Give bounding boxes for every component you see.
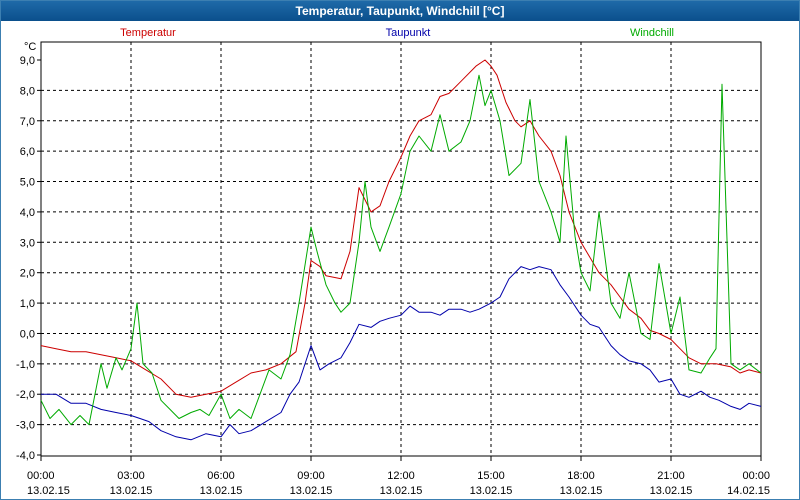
x-tick-time: 15:00 (477, 470, 505, 482)
y-tick-label: 7,0 (20, 116, 35, 128)
series-line-windchill (40, 74, 762, 426)
x-tick-date: 13.02.15 (470, 485, 513, 497)
x-tick-date: 13.02.15 (200, 485, 243, 497)
x-tick-date: 13.02.15 (650, 485, 693, 497)
y-tick-label: 9,0 (20, 55, 35, 67)
x-tick-time: 12:00 (387, 470, 415, 482)
x-tick-time: 00:00 (27, 470, 55, 482)
y-tick-label: 5,0 (20, 177, 35, 189)
x-axis-ticks: 00:00 13.02.15 03:00 13.02.15 06:00 13.02.15 0… (27, 456, 770, 497)
x-tick-date: 14.02.15 (727, 485, 770, 497)
y-tick-label: -2,0 (16, 389, 35, 401)
x-tick-date: 13.02.15 (560, 485, 603, 497)
x-tick-time: 03:00 (117, 470, 145, 482)
legend-windchill: Windchill (630, 27, 674, 39)
x-tick-time: 00:00 (742, 470, 770, 482)
x-tick-time: 06:00 (207, 470, 235, 482)
y-tick-label: 8,0 (20, 85, 35, 97)
x-tick-date: 13.02.15 (380, 485, 423, 497)
y-axis-ticks: 9,0 8,0 7,0 6,0 5,0 4,0 3,0 2,0 1,0 0,0 -1,0 -2,0 -3… (16, 55, 41, 462)
y-tick-label: 3,0 (20, 237, 35, 249)
x-tick-date: 13.02.15 (27, 485, 70, 497)
legend: Temperatur Taupunkt Windchill (120, 27, 674, 39)
series-lines (40, 59, 762, 441)
y-axis-unit: °C (24, 41, 36, 53)
y-tick-label: 1,0 (20, 298, 35, 310)
x-tick-date: 13.02.15 (110, 485, 153, 497)
legend-taupunkt: Taupunkt (386, 27, 431, 39)
y-tick-label: 0,0 (20, 328, 35, 340)
x-tick-time: 21:00 (657, 470, 685, 482)
series-line-taupunkt (41, 266, 762, 441)
series-line-temperatur (40, 59, 762, 398)
y-tick-label: -4,0 (16, 450, 35, 462)
y-tick-label: 6,0 (20, 146, 35, 158)
legend-temperatur: Temperatur (120, 27, 176, 39)
y-tick-label: 2,0 (20, 268, 35, 280)
y-tick-label: -1,0 (16, 359, 35, 371)
x-tick-time: 18:00 (567, 470, 595, 482)
x-tick-date: 13.02.15 (290, 485, 333, 497)
y-tick-label: -3,0 (16, 420, 35, 432)
y-tick-label: 4,0 (20, 207, 35, 219)
x-tick-time: 09:00 (297, 470, 325, 482)
window-title: Temperatur, Taupunkt, Windchill [°C] (1, 1, 799, 21)
